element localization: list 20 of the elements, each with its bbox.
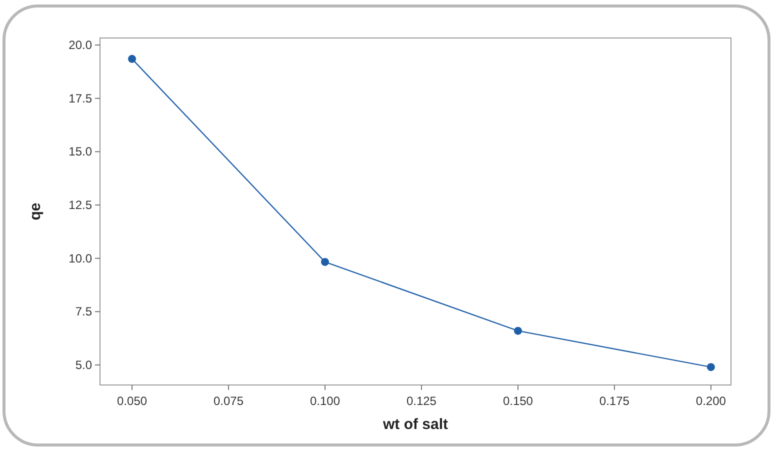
x-axis-title: wt of salt (382, 416, 448, 433)
y-tick-label: 17.5 (68, 91, 92, 106)
x-tick-label: 0.150 (502, 394, 534, 408)
point (706, 363, 715, 372)
x-tick-label: 0.100 (310, 394, 340, 408)
x-tick-label: 0.200 (696, 394, 726, 408)
y-axis-title: qe (27, 202, 44, 220)
y-tick-label: 15.0 (68, 144, 92, 159)
y-tick-label: 7.5 (75, 304, 92, 319)
point (128, 54, 136, 63)
x-tick-label: 0.125 (406, 394, 437, 408)
y-tick-label: 10.0 (68, 251, 92, 266)
x-tick-label: 0.175 (599, 394, 630, 408)
x-tick-label: 0.075 (214, 394, 244, 408)
point (514, 326, 522, 335)
y-tick-label: 20.0 (68, 38, 92, 52)
y-tick-label: 12.5 (68, 198, 92, 212)
point (321, 258, 329, 266)
x-tick-label: 0.050 (117, 394, 148, 408)
y-tick-label: 5.0 (75, 358, 92, 372)
